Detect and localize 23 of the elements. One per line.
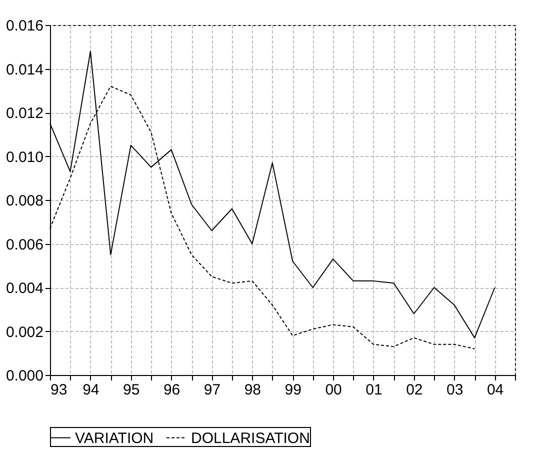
x-tick-label: 00 <box>325 382 342 398</box>
x-tick-label: 93 <box>50 382 68 398</box>
y-tick-label: 0.002 <box>6 324 44 341</box>
y-tick-label: 0.004 <box>6 280 44 297</box>
x-tick-label: 98 <box>244 382 262 398</box>
x-tick-label: 99 <box>284 382 302 398</box>
x-tick-label: 04 <box>486 382 504 398</box>
x-tick-label: 97 <box>204 382 221 398</box>
x-tick-label: 03 <box>446 382 464 398</box>
y-tick-label: 0.010 <box>6 148 44 166</box>
x-tick-label: 01 <box>366 382 382 398</box>
legend-label: VARIATION <box>75 430 154 447</box>
y-tick-label: 0.008 <box>6 192 44 210</box>
x-tick-label: 02 <box>406 382 423 398</box>
y-tick-label: 0.016 <box>6 18 44 34</box>
x-tick-label: 96 <box>163 382 180 398</box>
y-tick-label: 0.000 <box>6 368 44 384</box>
legend-label: DOLLARISATION <box>191 430 310 447</box>
y-tick-label: 0.006 <box>6 236 44 254</box>
y-tick-label: 0.014 <box>6 61 44 78</box>
x-tick-label: 95 <box>123 382 140 398</box>
y-tick-label: 0.012 <box>6 105 44 122</box>
x-tick-label: 94 <box>82 382 100 398</box>
